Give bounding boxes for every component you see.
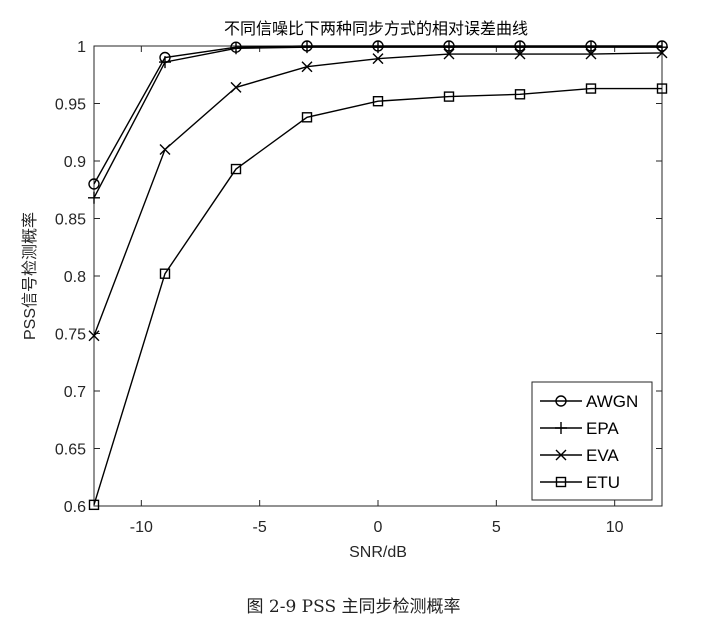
legend-marker-awgn xyxy=(555,395,567,407)
legend-marker-epa xyxy=(555,422,567,434)
axis-ticks: -10 -5 0 5 10 0.6 0.65 0.7 0.75 0.8 0.85 0.9 0.95 1 xyxy=(55,39,662,536)
data-point-eva xyxy=(585,48,597,60)
data-point-eva xyxy=(159,144,171,155)
y-tick-label: 0.7 xyxy=(64,384,86,401)
figure-caption: 图 2-9 PSS 主同步检测概率 xyxy=(246,597,461,617)
data-point-epa xyxy=(443,41,455,54)
data-point-eva xyxy=(514,48,526,60)
data-point-epa xyxy=(159,56,171,69)
data-point-epa xyxy=(230,42,242,55)
data-point-eva xyxy=(372,53,384,65)
y-tick-label: 1 xyxy=(77,39,86,56)
line-chart: 不同信噪比下两种同步方式的相对误差曲线 -10 -5 0 5 10 0.6 0.65 0.7 0… xyxy=(21,19,668,561)
x-tick-label: -10 xyxy=(130,519,153,536)
y-tick-label: 0.6 xyxy=(64,499,86,516)
data-point-eva xyxy=(443,48,455,60)
data-point-etu xyxy=(372,95,384,107)
data-point-eva xyxy=(656,47,668,59)
x-tick-label: -5 xyxy=(253,519,267,536)
y-tick-label: 0.85 xyxy=(55,212,86,229)
data-point-etu xyxy=(443,91,455,102)
x-axis-title: SNR/dB xyxy=(349,544,407,561)
data-point-epa xyxy=(301,41,313,54)
series-line-epa xyxy=(93,46,662,199)
series-etu xyxy=(88,83,668,511)
legend-item-epa: EPA xyxy=(540,419,619,438)
data-point-epa xyxy=(372,41,384,54)
series-line-etu xyxy=(93,87,662,506)
data-point-etu xyxy=(656,83,668,94)
series-line-eva xyxy=(93,52,663,337)
y-tick-label: 0.95 xyxy=(55,97,86,114)
data-point-awgn xyxy=(88,178,100,190)
data-point-eva xyxy=(88,330,100,342)
legend-item-etu: ETU xyxy=(540,473,620,492)
series-line-awgn xyxy=(93,45,662,185)
legend-item-eva: EVA xyxy=(540,446,619,465)
legend-marker-etu xyxy=(555,476,567,488)
data-point-etu xyxy=(301,112,313,123)
data-point-etu xyxy=(159,268,171,279)
data-point-epa xyxy=(514,41,526,54)
legend-item-awgn: AWGN xyxy=(540,392,638,411)
data-point-etu xyxy=(514,89,526,100)
data-point-etu xyxy=(230,163,242,175)
x-tick-label: 5 xyxy=(492,519,501,536)
legend-marker-eva xyxy=(555,449,567,461)
legend-label: EVA xyxy=(586,446,619,465)
data-point-etu xyxy=(585,83,597,94)
data-point-epa xyxy=(88,191,100,204)
data-point-eva xyxy=(230,81,242,93)
legend-label: ETU xyxy=(586,473,620,492)
y-tick-label: 0.65 xyxy=(55,442,86,459)
series-layer xyxy=(88,40,668,511)
data-point-epa xyxy=(585,41,597,54)
y-tick-label: 0.9 xyxy=(64,154,86,171)
legend-label: EPA xyxy=(586,419,619,438)
x-tick-label: 10 xyxy=(606,519,624,536)
legend-label: AWGN xyxy=(586,392,638,411)
data-point-epa xyxy=(656,41,668,54)
y-tick-label: 0.75 xyxy=(55,327,86,344)
data-point-eva xyxy=(301,61,313,73)
data-point-etu xyxy=(88,499,100,511)
chart-title: 不同信噪比下两种同步方式的相对误差曲线 xyxy=(224,19,528,38)
series-awgn xyxy=(88,40,668,190)
y-axis-title: PSS信号检测概率 xyxy=(21,212,39,340)
x-tick-label: 0 xyxy=(374,519,383,536)
legend: AWGN EPA EVA ETU xyxy=(531,381,653,501)
y-tick-label: 0.8 xyxy=(64,269,86,286)
series-epa xyxy=(88,41,668,204)
series-eva xyxy=(88,47,668,342)
